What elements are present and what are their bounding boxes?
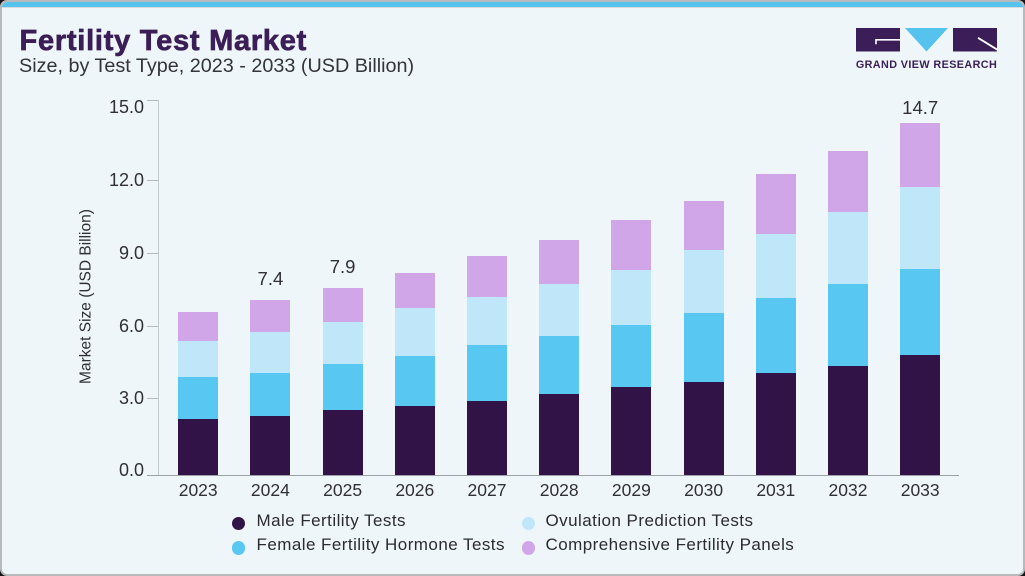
- svg-text:GRAND VIEW RESEARCH: GRAND VIEW RESEARCH: [856, 59, 997, 71]
